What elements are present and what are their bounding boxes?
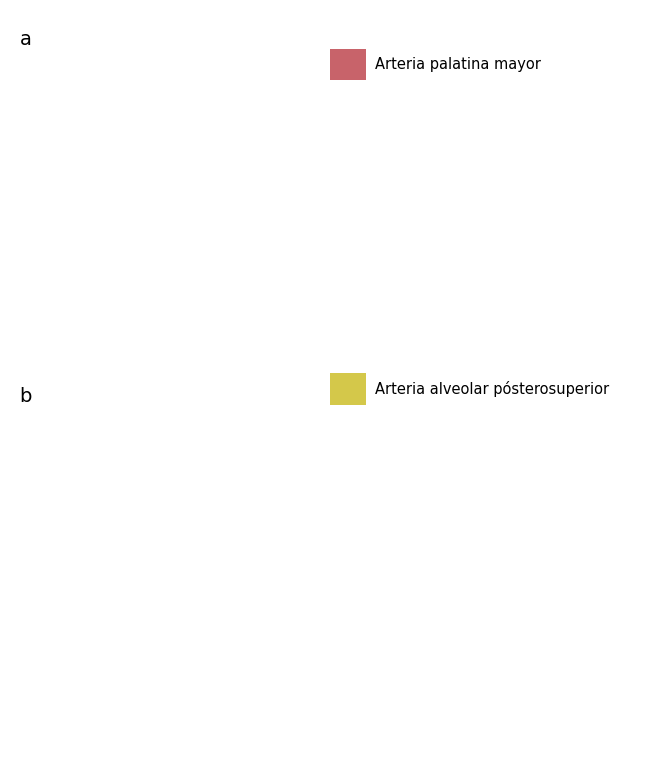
Text: b: b [20, 387, 32, 406]
Text: Arteria alveolar pósterosuperior: Arteria alveolar pósterosuperior [375, 381, 610, 397]
Text: Arteria palatina mayor: Arteria palatina mayor [375, 57, 541, 73]
FancyBboxPatch shape [330, 49, 366, 80]
Text: a: a [20, 30, 31, 48]
FancyBboxPatch shape [330, 373, 366, 405]
